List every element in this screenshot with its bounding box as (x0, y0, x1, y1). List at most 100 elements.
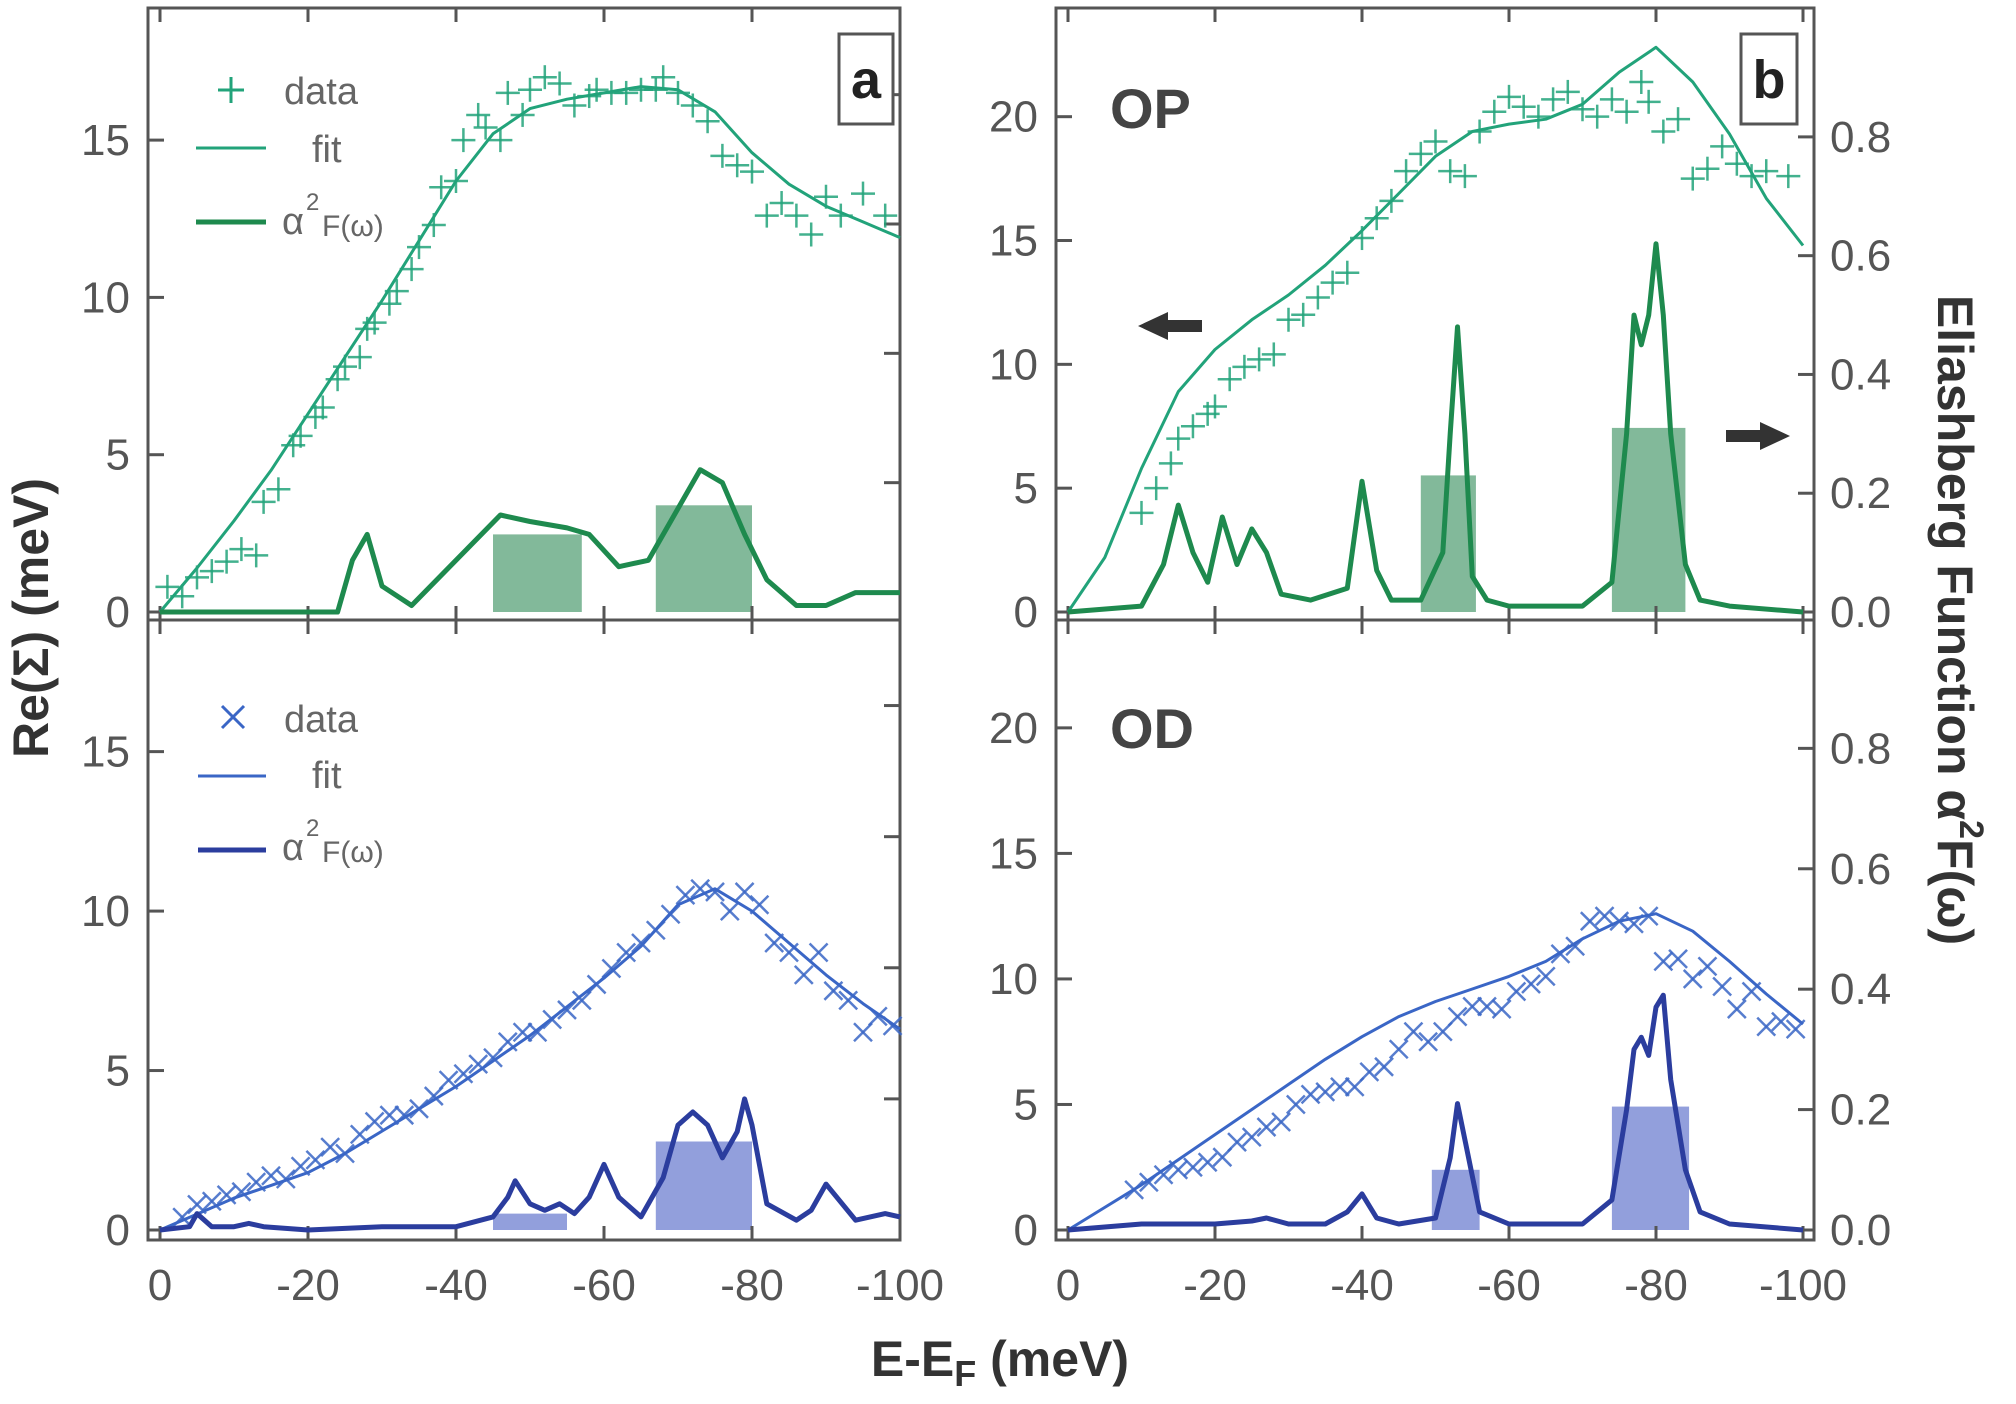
panel-c: 0 -20 -40 -60 -80 -100 0 5 10 15 (81, 618, 944, 1310)
y-axis-right-title: Eliashberg Function α2F(ω) (1927, 295, 1990, 945)
y2-tick-label: 0.8 (1830, 113, 1891, 162)
data-point (1452, 164, 1477, 189)
sample-label-od: OD (1110, 697, 1194, 760)
legend-bottom: data fit α 2 F(ω) (198, 699, 384, 869)
x-tick-label: -80 (1624, 1261, 1688, 1310)
data-point (1129, 500, 1154, 525)
data-point (851, 181, 875, 206)
data-point (1364, 206, 1389, 231)
data-point (1144, 476, 1169, 501)
y2-tick-label: 0.4 (1830, 965, 1891, 1014)
data-point (779, 942, 799, 963)
y-tick-label: 5 (106, 1047, 130, 1096)
y-tick-label: 10 (989, 340, 1038, 389)
data-point (1203, 394, 1227, 419)
legend-top-fit-label: fit (312, 129, 342, 171)
data-point (1330, 1077, 1350, 1097)
fit-curve (158, 85, 901, 613)
y-axis-left-title: Re(Σ) (meV) (3, 478, 59, 758)
y-tick-label: 15 (81, 728, 130, 777)
data-point (320, 1137, 341, 1157)
data-point (466, 102, 491, 127)
data-point (1614, 99, 1639, 124)
panel-a: 0 5 10 15 (81, 6, 902, 637)
data-point (1241, 1127, 1262, 1147)
data-point (710, 143, 735, 168)
data-point (199, 559, 224, 584)
data-point (1291, 302, 1316, 327)
y-axis-right-title-sup: 2 (1952, 820, 1990, 839)
data-point (1668, 948, 1688, 969)
data-point (1491, 999, 1512, 1019)
data-point (468, 1054, 489, 1075)
legend-bottom-data-marker (220, 704, 246, 730)
plot-frame (146, 6, 902, 622)
panel-a-label: a (851, 50, 882, 110)
panel-b: 0 5 10 15 20 0.0 0.2 0.4 0.6 0.8 (989, 6, 1891, 637)
y-tick-label: 10 (81, 273, 130, 322)
y2-tick-label: 0.6 (1830, 845, 1891, 894)
plot-frame (1054, 618, 1816, 1242)
y-axis-right-title-tail: F(ω) (1927, 839, 1983, 945)
panel-d: 0 -20 -40 -60 -80 -100 0 5 10 15 20 0.0 0.2 0.4 0.6 0.8 (989, 618, 1891, 1310)
x-axis-title-sub: F (954, 1353, 976, 1394)
data-point (1680, 166, 1705, 191)
data-point (873, 203, 898, 228)
data-point (532, 65, 557, 90)
data-point (784, 203, 809, 228)
data-point (1166, 426, 1191, 451)
data-point (740, 159, 764, 184)
data-point (1320, 270, 1345, 295)
data-point (725, 153, 750, 178)
data-point (1710, 134, 1735, 159)
data-point (1776, 164, 1801, 189)
data-point (1535, 966, 1556, 987)
x-axis-title-unit: (meV) (976, 1331, 1129, 1387)
data-point (808, 942, 829, 963)
data-point (584, 77, 609, 102)
data-point (1521, 974, 1541, 994)
y-tick-label: 0 (106, 1206, 130, 1255)
data-point (1756, 1016, 1777, 1037)
left-arrow-icon (1138, 312, 1202, 340)
data-point (769, 191, 794, 216)
plot-frame (146, 618, 902, 1242)
data-point (1682, 969, 1703, 989)
data-point (1497, 84, 1521, 109)
data-point (1271, 1112, 1292, 1132)
data-point (451, 128, 476, 153)
data-point (1423, 129, 1448, 154)
y2-tick-label: 0.0 (1830, 588, 1891, 637)
y-tick-label: 10 (81, 887, 130, 936)
legend-top-data-label: data (284, 71, 359, 113)
data-point (734, 882, 755, 902)
y-tick-label: 10 (989, 955, 1038, 1004)
data-point (379, 1105, 400, 1126)
fit-curve (1067, 912, 1804, 1232)
y2-tick-label: 0.2 (1830, 469, 1891, 518)
y-axis-right-title-main: Eliashberg Function α (1927, 295, 1983, 820)
data-point (1771, 1011, 1791, 1032)
histogram-bar (655, 1141, 752, 1230)
data-point (399, 257, 424, 282)
data-point (1570, 97, 1595, 122)
data-point (1438, 159, 1463, 184)
data-point (1285, 1094, 1306, 1115)
data-point (1256, 1117, 1277, 1137)
data-point (1651, 119, 1676, 144)
legend-top-a2f-sup: 2 (306, 189, 319, 216)
data-point (719, 901, 740, 921)
x-tick-label: -20 (1183, 1261, 1247, 1310)
y2-tick-label: 0.4 (1830, 350, 1891, 399)
data-point (1183, 1157, 1203, 1178)
data-point (695, 109, 720, 134)
y-tick-label: 20 (989, 704, 1038, 753)
data-point (1408, 141, 1433, 166)
data-point (838, 990, 859, 1011)
data-point (1217, 367, 1242, 392)
data-point (799, 222, 824, 247)
data-point (1482, 99, 1507, 124)
x-tick-label: 0 (148, 1261, 172, 1310)
data-point (1462, 996, 1483, 1017)
data-point (1541, 87, 1566, 112)
